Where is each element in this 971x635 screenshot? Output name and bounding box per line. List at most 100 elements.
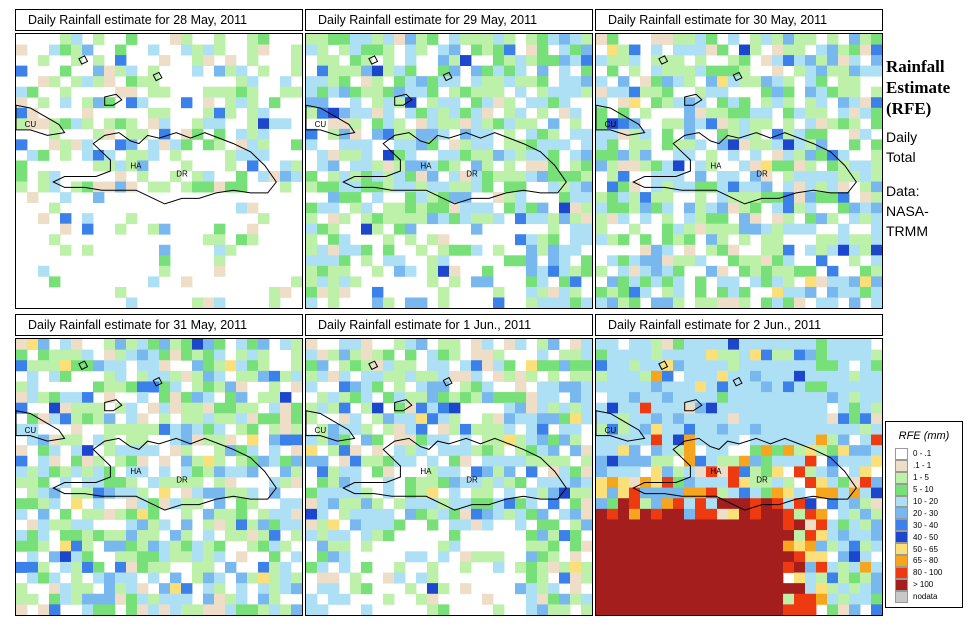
rainfall-cell [383,86,395,98]
rainfall-cell [684,392,696,404]
rainfall-cell [618,192,630,204]
rainfall-cell [706,65,718,77]
rainfall-cell [607,213,619,225]
rainfall-cell [761,139,773,151]
rainfall-cell [280,572,292,584]
rainfall-cell [761,360,773,372]
rainfall-map: CU HA DR [15,338,303,616]
rainfall-cell [816,572,828,584]
rainfall-cell [60,118,72,130]
legend-swatch [895,555,908,567]
rainfall-cell [93,561,105,573]
rainfall-cell [871,455,882,467]
rainfall-cell [871,349,882,361]
rainfall-cell [772,583,784,595]
rainfall-cell [706,413,718,425]
rainfall-cell [269,508,281,520]
rainfall-cell [339,360,351,372]
rainfall-cell [159,55,171,67]
rainfall-cell [49,572,61,584]
rainfall-cell [607,286,619,298]
rainfall-cell [328,255,340,267]
rainfall-cell [170,540,182,552]
rainfall-cell [482,171,494,182]
rainfall-cell [317,223,329,235]
rainfall-cell [684,381,696,393]
rainfall-cell [717,530,729,542]
rainfall-cell [372,44,384,56]
rainfall-cell [493,604,505,615]
rainfall-cell [471,466,483,478]
rainfall-cell [339,349,351,361]
rainfall-cell [82,455,94,467]
rainfall-cell [82,540,94,552]
rainfall-cell [526,551,538,563]
rainfall-cell [596,381,608,393]
rainfall-cell [618,604,630,615]
rainfall-cell [38,265,50,277]
rainfall-cell [317,349,329,361]
rainfall-cell [192,65,204,77]
data-line: Data: [886,183,920,199]
rainfall-cell [695,97,707,109]
rainfall-cell [383,466,395,478]
rainfall-cell [662,572,674,584]
rainfall-cell [596,498,608,510]
rainfall-cell [16,402,28,414]
rainfall-cell [328,402,340,414]
rainfall-cell [673,604,685,615]
rainfall-cell [115,423,127,435]
rainfall-cell [607,487,619,499]
rainfall-cell [728,561,740,573]
rainfall-cell [427,583,439,595]
rainfall-cell [871,97,882,109]
rainfall-cell [16,65,28,77]
rainfall-cell [871,519,882,531]
rainfall-cell [761,118,773,130]
rainfall-cell [460,498,472,510]
rainfall-cell [438,434,450,446]
rainfall-cell [482,477,494,489]
rainfall-cell [214,118,226,130]
rainfall-cell [717,498,729,510]
rainfall-cell [849,392,861,404]
rainfall-cell [750,76,762,88]
rainfall-cell [350,65,362,77]
rainfall-cell [570,286,582,298]
rainfall-cell [339,466,351,478]
rainfall-cell [816,392,828,404]
rainfall-cell [350,86,362,98]
rainfall-cell [148,276,160,288]
rainfall-cell [71,349,83,361]
rainfall-cell [860,234,872,246]
rainfall-cell [772,487,784,499]
rainfall-cell [493,171,505,182]
rainfall-cell [816,423,828,435]
rainfall-cell [581,593,592,605]
rainfall-cell [482,160,494,172]
rainfall-cell [214,583,226,595]
rainfall-cell [460,508,472,520]
rainfall-cell [728,181,740,193]
rainfall-cell [269,413,281,425]
rainfall-cell [258,171,270,182]
rainfall-cell [115,551,127,563]
rainfall-cell [794,128,806,140]
rainfall-cell [860,276,872,288]
rainfall-cell [662,160,674,172]
rainfall-cell [291,455,302,467]
rainfall-cell [405,192,417,204]
rainfall-cell [115,181,127,193]
rainfall-cell [537,160,549,172]
rainfall-cell [618,540,630,552]
rainfall-cell [838,455,850,467]
rainfall-cell [526,561,538,573]
rainfall-cell [247,466,259,478]
rainfall-cell [383,34,395,45]
rainfall-cell [838,339,850,351]
rainfall-cell [126,413,138,425]
rainfall-cell [493,34,505,45]
rainfall-cell [225,477,237,489]
rainfall-cell [49,44,61,56]
